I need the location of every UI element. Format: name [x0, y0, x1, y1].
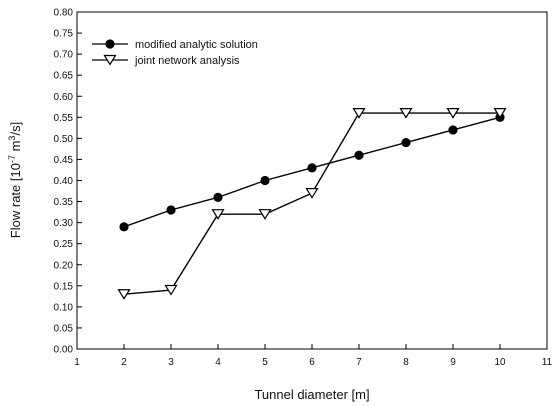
- y-tick-label: 0.15: [54, 281, 74, 292]
- analytic-point: [307, 163, 316, 172]
- analytic-point: [260, 176, 269, 185]
- x-tick-label: 6: [309, 357, 315, 368]
- y-tick-label: 0.75: [54, 29, 74, 40]
- y-tick-label: 0.20: [54, 260, 74, 271]
- x-tick-label: 7: [356, 357, 362, 368]
- x-tick-label: 1: [74, 357, 80, 368]
- x-tick-label: 9: [450, 357, 456, 368]
- y-tick-label: 0.60: [54, 92, 74, 103]
- legend-label-joint: joint network analysis: [134, 55, 240, 67]
- y-tick-label: 0.70: [54, 50, 74, 61]
- y-tick-label: 0.25: [54, 239, 74, 250]
- series-line-joint: [124, 113, 500, 294]
- y-label-part-1: Flow rate [10: [8, 163, 23, 238]
- y-axis-label: Flow rate [10-7 m3/s]: [7, 122, 23, 238]
- y-tick-label: 0.35: [54, 197, 74, 208]
- x-tick-label: 4: [215, 357, 221, 368]
- analytic-point: [401, 138, 410, 147]
- x-tick-label: 11: [542, 357, 553, 368]
- y-tick-label: 0.45: [54, 155, 74, 166]
- y-tick-label: 0.30: [54, 218, 74, 229]
- x-tick-label: 5: [262, 357, 268, 368]
- analytic-point: [166, 205, 175, 214]
- legend-label-analytic: modified analytic solution: [135, 39, 258, 51]
- x-tick-label: 2: [121, 357, 127, 368]
- y-tick-label: 0.50: [54, 134, 74, 145]
- y-label-exp-1: -7: [7, 155, 17, 163]
- x-tick-label: 3: [168, 357, 174, 368]
- legend: modified analytic solution joint network…: [92, 39, 258, 67]
- y-label-part-3: /s]: [8, 122, 23, 136]
- analytic-point: [354, 151, 363, 160]
- y-tick-label: 0.40: [54, 176, 74, 187]
- analytic-point: [213, 193, 222, 202]
- y-tick-label: 0.10: [54, 302, 74, 313]
- y-tick-label: 0.00: [54, 345, 74, 356]
- joint-point: [307, 189, 318, 198]
- y-tick-label: 0.65: [54, 71, 74, 82]
- analytic-point: [448, 125, 457, 134]
- y-tick-label: 0.05: [54, 323, 74, 334]
- x-tick-label: 8: [403, 357, 409, 368]
- y-tick-label: 0.80: [54, 8, 74, 19]
- x-tick-label: 10: [494, 357, 506, 368]
- x-axis-label: Tunnel diameter [m]: [254, 387, 369, 402]
- y-label-part-2: m: [8, 141, 23, 155]
- legend-marker-analytic: [105, 39, 114, 48]
- analytic-point: [119, 222, 128, 231]
- y-tick-label: 0.55: [54, 113, 74, 124]
